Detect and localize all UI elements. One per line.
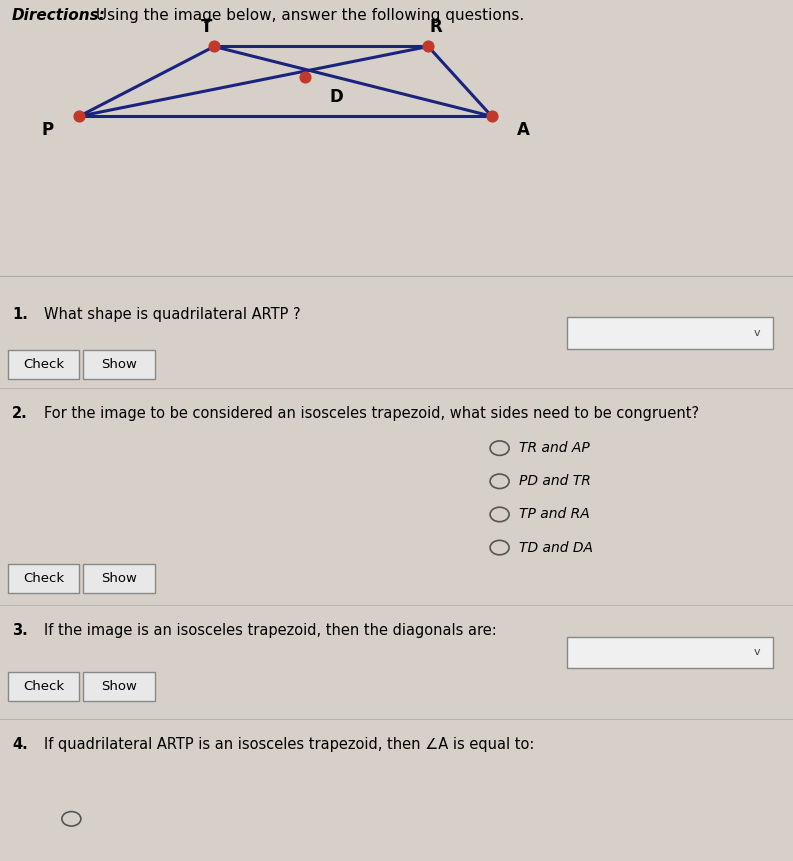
Text: T: T [201,18,212,36]
Text: v: v [754,328,760,338]
Point [422,40,435,53]
Text: v: v [754,647,760,658]
FancyBboxPatch shape [8,564,79,593]
Text: 1.: 1. [12,307,28,321]
Point [73,109,86,123]
Text: TP and RA: TP and RA [519,507,590,522]
Text: 3.: 3. [12,623,28,638]
Text: Check: Check [23,358,64,371]
Text: Show: Show [101,358,137,371]
Text: Check: Check [23,572,64,585]
Point [208,40,220,53]
FancyBboxPatch shape [83,672,155,701]
Text: P: P [41,121,54,139]
FancyBboxPatch shape [8,672,79,701]
Text: TR and AP: TR and AP [519,441,590,455]
Text: 4.: 4. [12,737,28,753]
Text: TD and DA: TD and DA [519,541,593,554]
Text: PD and TR: PD and TR [519,474,592,488]
FancyBboxPatch shape [83,564,155,593]
FancyBboxPatch shape [83,350,155,379]
Text: 2.: 2. [12,406,28,421]
Text: A: A [517,121,530,139]
Text: D: D [329,88,343,106]
Text: Directions:: Directions: [12,8,105,22]
Point [485,109,498,123]
Text: Check: Check [23,680,64,693]
FancyBboxPatch shape [8,350,79,379]
FancyBboxPatch shape [567,318,773,349]
Text: Show: Show [101,572,137,585]
Text: Show: Show [101,680,137,693]
Text: If quadrilateral ARTP is an isosceles trapezoid, then ∠A is equal to:: If quadrilateral ARTP is an isosceles tr… [44,737,534,753]
Text: R: R [430,18,442,36]
Point [299,71,312,84]
Text: Using the image below, answer the following questions.: Using the image below, answer the follow… [91,8,524,22]
FancyBboxPatch shape [567,637,773,668]
Text: For the image to be considered an isosceles trapezoid, what sides need to be con: For the image to be considered an isosce… [44,406,699,421]
Text: If the image is an isosceles trapezoid, then the diagonals are:: If the image is an isosceles trapezoid, … [44,623,496,638]
Text: What shape is quadrilateral ARTP ?: What shape is quadrilateral ARTP ? [44,307,301,321]
